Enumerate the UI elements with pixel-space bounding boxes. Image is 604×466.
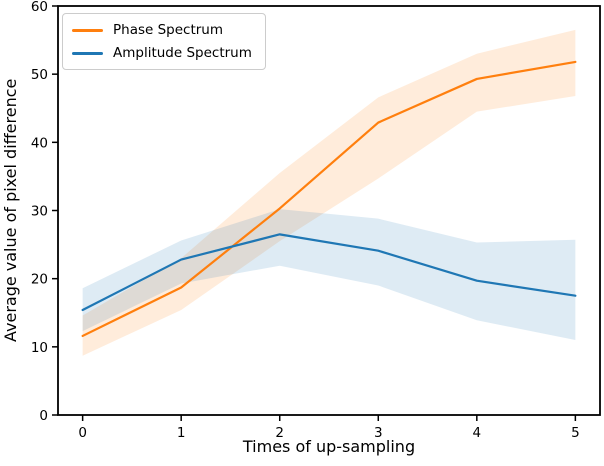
y-tick-label-60: 60 bbox=[31, 0, 48, 15]
x-tick-label-5: 5 bbox=[571, 425, 580, 441]
y-axis-title: Average value of pixel difference bbox=[1, 78, 20, 343]
phase-spectrum-band bbox=[82, 29, 576, 356]
y-tick-label-30: 30 bbox=[31, 204, 48, 220]
legend-label-phase: Phase Spectrum bbox=[113, 22, 224, 38]
y-tick-label-20: 20 bbox=[31, 272, 48, 288]
legend-item-amplitude-spectrum: Amplitude Spectrum bbox=[72, 44, 252, 62]
x-tick-label-2: 2 bbox=[275, 425, 284, 441]
y-tick-label-10: 10 bbox=[31, 340, 48, 356]
x-tick-label-1: 1 bbox=[177, 425, 186, 441]
amplitude-spectrum-band bbox=[82, 209, 576, 341]
amplitude-spectrum-line bbox=[81, 233, 577, 312]
y-tick-label-50: 50 bbox=[31, 67, 48, 83]
x-tick-label-3: 3 bbox=[374, 425, 383, 441]
y-tick-label-40: 40 bbox=[31, 135, 48, 151]
legend: Phase Spectrum Amplitude Spectrum bbox=[62, 13, 266, 70]
y-tick-label-0: 0 bbox=[39, 408, 48, 424]
x-tick-label-4: 4 bbox=[473, 425, 482, 441]
legend-line-swatch-amplitude bbox=[72, 51, 103, 55]
legend-item-phase-spectrum: Phase Spectrum bbox=[72, 21, 252, 39]
legend-line-swatch-phase bbox=[72, 28, 103, 32]
x-axis-title: Times of up-sampling bbox=[242, 437, 416, 456]
legend-label-amplitude: Amplitude Spectrum bbox=[113, 45, 252, 61]
x-tick-label-0: 0 bbox=[78, 425, 87, 441]
phase-spectrum-line bbox=[81, 60, 577, 338]
